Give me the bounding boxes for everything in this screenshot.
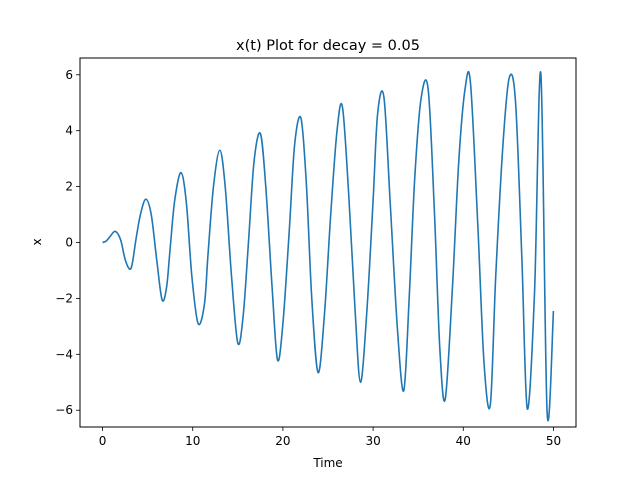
- y-tick-label: 2: [65, 180, 73, 194]
- x-tick-label: 30: [365, 434, 380, 448]
- x-tick-label: 40: [456, 434, 471, 448]
- series-layer: [102, 70, 555, 422]
- y-tick-label: −2: [55, 291, 73, 305]
- y-tick-label: −4: [55, 347, 73, 361]
- x-tick-label: 20: [275, 434, 290, 448]
- plot-frame: [79, 57, 577, 428]
- ticks-layer: 0 10 20 30 40 50 −6 −4 −2 0 2 4 6: [55, 68, 561, 448]
- x-axis-label: Time: [312, 456, 342, 470]
- x-tick-label: 0: [99, 434, 107, 448]
- y-tick-label: −6: [55, 403, 73, 417]
- x-tick-label: 50: [546, 434, 561, 448]
- chart-title: x(t) Plot for decay = 0.05: [236, 38, 420, 54]
- y-tick-label: 6: [65, 68, 73, 82]
- y-tick-label: 4: [65, 124, 73, 138]
- y-axis-label: x: [30, 238, 44, 245]
- series-line: [102, 70, 555, 422]
- y-tick-label: 0: [65, 236, 73, 250]
- x-tick-label: 10: [185, 434, 200, 448]
